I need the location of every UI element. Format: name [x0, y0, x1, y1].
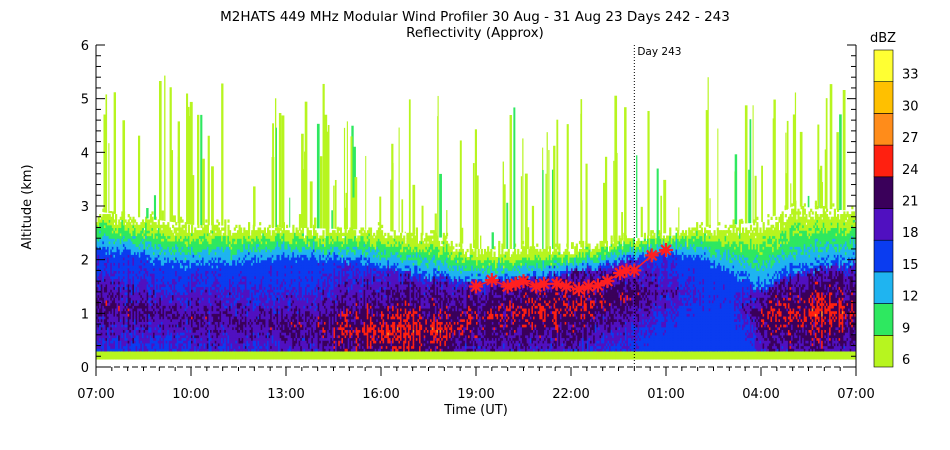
y-tick-label: 4	[81, 146, 89, 161]
colorbar-level-label: 9	[902, 321, 910, 336]
x-tick-label: 13:00	[267, 387, 304, 402]
colorbar-swatch	[874, 177, 893, 209]
bl-marker-point	[517, 274, 531, 288]
colorbar-level-label: 18	[902, 226, 919, 241]
x-tick-label: 19:00	[457, 387, 494, 402]
x-tick-label: 07:00	[837, 387, 874, 402]
colorbar-swatch	[874, 272, 893, 304]
x-tick-label: 04:00	[742, 387, 779, 402]
colorbar-level-label: 30	[902, 99, 919, 114]
colorbar-swatch	[874, 82, 893, 114]
bl-marker-point	[645, 248, 659, 262]
colorbar-level-label: 15	[902, 258, 919, 273]
colorbar-level-label: 21	[902, 195, 919, 210]
bl-marker-point	[537, 277, 551, 291]
colorbar: dBZ 6 9 12 15 18 21 24 27 30 33	[870, 31, 919, 368]
colorbar-level-label: 24	[902, 163, 919, 178]
y-tick-label: 0	[81, 361, 89, 376]
x-axis-label: Time (UT)	[443, 403, 508, 418]
y-tick-label: 6	[81, 39, 89, 54]
bl-marker-point	[659, 243, 673, 257]
bl-marker-point	[600, 274, 614, 288]
colorbar-swatch	[874, 304, 893, 336]
x-tick-label: 16:00	[362, 387, 399, 402]
colorbar-swatch	[874, 145, 893, 177]
colorbar-swatch	[874, 240, 893, 272]
bl-marker-point	[550, 277, 564, 291]
colorbar-swatch	[874, 50, 893, 82]
y-tick-label: 2	[81, 254, 89, 269]
x-tick-label: 10:00	[172, 387, 209, 402]
bl-marker-point	[485, 273, 499, 287]
reflectivity-field	[96, 76, 858, 360]
bl-marker-point	[559, 280, 573, 294]
colorbar-level-label: 33	[902, 68, 919, 83]
day-marker-label: Day 243	[637, 46, 681, 58]
x-tick-label: 22:00	[552, 387, 589, 402]
x-tick-label: 07:00	[77, 387, 114, 402]
colorbar-swatch	[874, 335, 893, 367]
colorbar-level-label: 12	[902, 290, 919, 305]
colorbar-level-label: 6	[902, 353, 910, 368]
bl-marker-point	[627, 263, 641, 277]
y-tick-label: 1	[81, 307, 89, 322]
y-tick-label: 5	[81, 93, 89, 108]
colorbar-swatch	[874, 113, 893, 145]
bl-marker-point	[572, 282, 586, 296]
colorbar-title: dBZ	[870, 31, 896, 46]
x-tick-label: 01:00	[647, 387, 684, 402]
bl-marker-point	[469, 280, 483, 294]
y-axis-label: Altitude (km)	[20, 164, 35, 249]
y-tick-label: 3	[81, 200, 89, 215]
colorbar-swatch	[874, 209, 893, 241]
colorbar-level-label: 27	[902, 131, 919, 146]
